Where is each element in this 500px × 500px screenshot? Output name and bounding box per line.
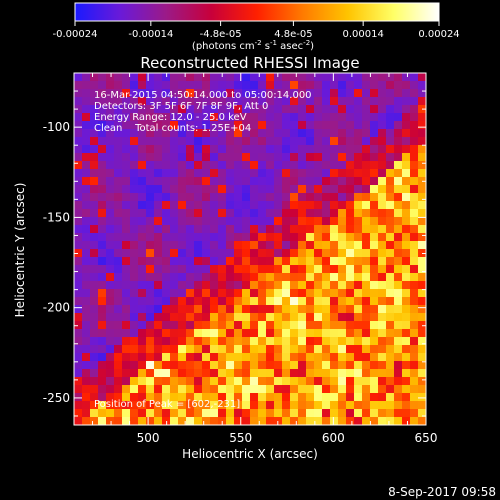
colorbar-ticks: [74, 21, 440, 26]
x-axis-label: Heliocentric X (arcsec): [182, 447, 318, 461]
plot-frame: [73, 72, 427, 426]
y-tick-label: -100: [43, 120, 70, 134]
plot-title: Reconstructed RHESSI Image: [140, 54, 359, 72]
colorbar-tick-label: -4.8e-05: [200, 29, 242, 40]
peak-position: Position of Peak = [602,-231]: [94, 399, 240, 410]
colorbar-tick-label: 0.00014: [342, 29, 383, 40]
y-tick-label: -200: [43, 301, 70, 315]
x-tick-label: 600: [322, 431, 345, 445]
axis-ticks: 500 550 600 650 -100 -150 -200 -250: [43, 72, 438, 445]
colorbar-gradient: [74, 2, 440, 22]
y-tick-label: -150: [43, 210, 70, 224]
x-tick-label: 500: [137, 431, 160, 445]
colorbar-tick-labels: -0.00024 -0.00014 -4.8e-05 4.8e-05 0.00014 0.…: [53, 29, 460, 40]
observation-info: 16-Mar-2015 04:50:14.000 to 05:00:14.000…: [94, 90, 312, 134]
colorbar: -0.00024 -0.00014 -4.8e-05 4.8e-05 0.00014 0.…: [53, 2, 460, 52]
info-detectors: Detectors: 3F 5F 6F 7F 8F 9F, Att 0: [94, 101, 268, 112]
colorbar-tick-label: -0.00014: [128, 29, 173, 40]
footer-timestamp: 8-Sep-2017 09:58: [388, 485, 496, 499]
info-energy-range: Energy Range: 12.0 - 25.0 keV: [94, 112, 247, 123]
colorbar-tick-label: -0.00024: [53, 29, 98, 40]
rhessi-image: [74, 73, 426, 425]
x-tick-label: 550: [229, 431, 252, 445]
y-axis-label: Heliocentric Y (arcsec): [13, 183, 27, 318]
colorbar-units: (photons cm-2 s-1 asec-2): [192, 39, 314, 52]
colorbar-tick-label: 0.00024: [418, 29, 459, 40]
y-tick-label: -250: [43, 391, 70, 405]
colorbar-tick-label: 4.8e-05: [274, 29, 312, 40]
info-counts: Clean Total counts: 1.25E+04: [94, 123, 251, 134]
x-tick-label: 650: [415, 431, 438, 445]
info-time-range: 16-Mar-2015 04:50:14.000 to 05:00:14.000: [94, 90, 312, 101]
